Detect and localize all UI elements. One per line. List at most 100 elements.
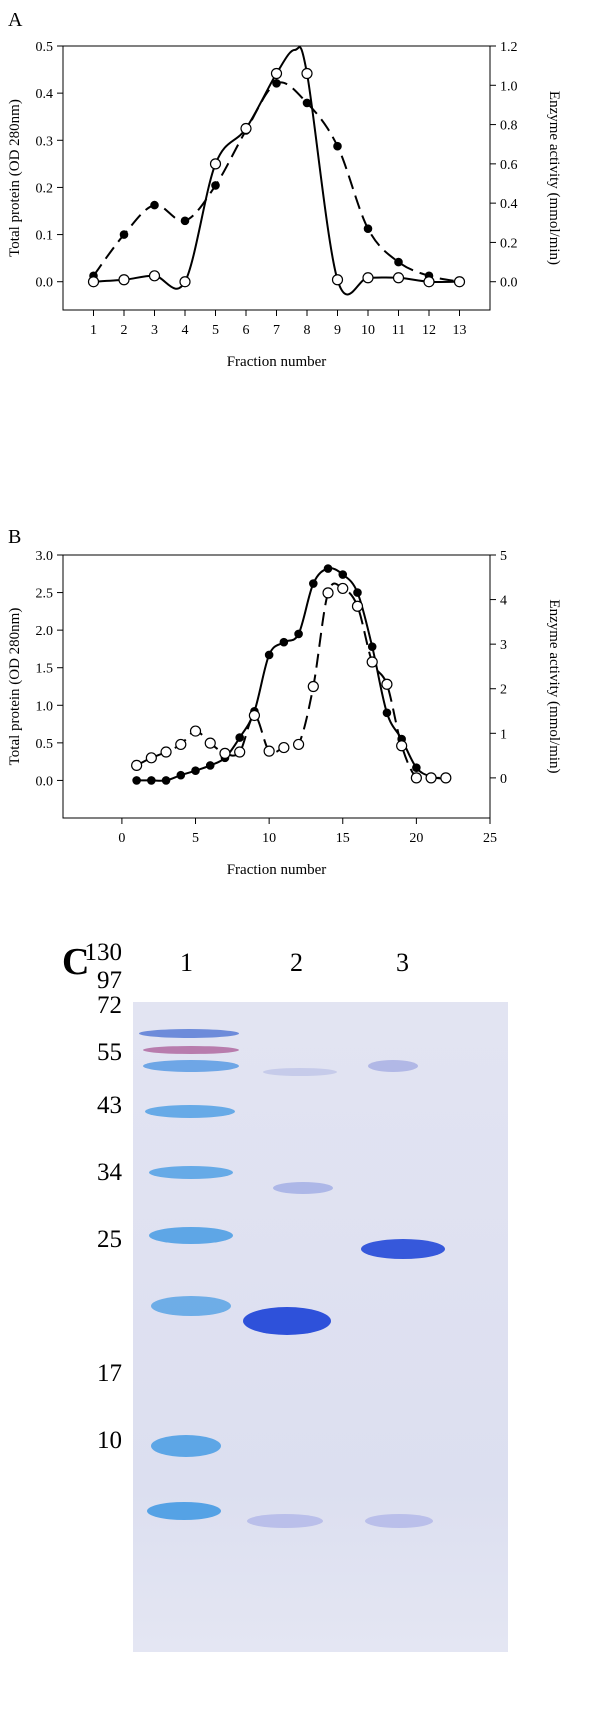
y-tick-label: 2.0 (36, 624, 54, 639)
x-tick-label: 6 (243, 323, 250, 338)
y-right-axis-title: Enzyme activity (mmol/min) (546, 91, 562, 265)
series-2-point (179, 276, 191, 288)
series-2-point (351, 600, 364, 612)
x-tick-label: 9 (334, 323, 341, 338)
series-2-point (366, 656, 378, 668)
series-1-point (279, 637, 289, 647)
mw-label-25: 25 (97, 1226, 122, 1253)
series-1-point (272, 79, 281, 88)
series-1-line (92, 81, 460, 283)
series-2-point (292, 738, 305, 751)
y-axis-title: Total protein (OD 280nm) (7, 99, 23, 257)
x-tick-label: 0 (118, 831, 125, 846)
series-2-point (248, 709, 261, 722)
y-right-tick-label: 4 (500, 594, 507, 609)
x-tick-label: 7 (273, 323, 280, 338)
series-1-point (367, 642, 377, 651)
y-tick-label: 0.3 (36, 134, 54, 149)
gel-image (133, 1002, 508, 1652)
series-1-point (363, 224, 373, 233)
marker-band-97 (143, 1046, 239, 1054)
series-1-point (235, 733, 244, 742)
x-tick-label: 5 (212, 323, 219, 338)
series-1-point (323, 564, 333, 573)
marker-band-34 (149, 1227, 233, 1244)
lane-label-2: 2 (290, 948, 303, 977)
mw-label-130: 130 (84, 939, 123, 966)
lane2-band-72 (263, 1068, 337, 1076)
series-2-point (425, 772, 437, 784)
lane3-band-major (361, 1239, 445, 1259)
y-tick-label: 0.0 (36, 276, 54, 291)
x-tick-label: 1 (90, 323, 97, 338)
x-tick-label: 11 (392, 323, 405, 338)
x-tick-label: 3 (151, 323, 158, 338)
lane-label-3: 3 (396, 948, 409, 977)
lane2-band-major (243, 1307, 331, 1335)
series-2-point (175, 738, 187, 751)
series-2-point (240, 122, 252, 135)
y-tick-label: 0.2 (36, 181, 54, 196)
series-2-point (189, 725, 202, 737)
marker-band-55 (145, 1105, 235, 1118)
y-right-tick-label: 0.2 (500, 236, 518, 251)
series-1-point (302, 98, 312, 108)
series-1-point (132, 776, 141, 785)
lane-label-1: 1 (180, 948, 193, 977)
series-2-point (204, 737, 216, 749)
x-tick-label: 10 (262, 831, 276, 846)
series-2-point (209, 158, 222, 170)
gel-panel-c: C 1 2 3 130 97 72 55 43 34 25 17 10 (0, 940, 600, 1710)
y-right-tick-label: 1.0 (500, 79, 518, 94)
series-2-point (270, 67, 283, 80)
series-2-point (331, 274, 344, 286)
series-1-point (150, 200, 159, 210)
mw-label-34: 34 (97, 1159, 122, 1186)
y-tick-label: 1.0 (36, 699, 54, 714)
series-2-point (410, 772, 422, 784)
series-2-point (219, 747, 231, 759)
x-tick-label: 25 (483, 831, 497, 846)
lane3-band-72 (368, 1060, 418, 1072)
y-right-tick-label: 1 (500, 727, 507, 742)
y-tick-label: 3.0 (36, 549, 54, 564)
series-2-point (278, 741, 290, 754)
y-right-tick-label: 0.8 (500, 119, 518, 134)
x-tick-label: 8 (304, 323, 311, 338)
series-1-point (191, 766, 200, 775)
series-1-point (147, 776, 156, 785)
series-1-point (161, 776, 171, 785)
marker-band-43 (149, 1166, 233, 1179)
series-2-point (396, 740, 408, 752)
series-1-point (180, 216, 190, 226)
x-tick-label: 5 (192, 831, 199, 846)
series-2-point (392, 272, 405, 284)
series-2-point (423, 276, 435, 288)
series-1-point (264, 650, 274, 660)
series-1-point (382, 708, 392, 718)
lane3-band-low (365, 1514, 433, 1528)
mw-label-10: 10 (97, 1427, 122, 1454)
series-2-point (234, 746, 246, 758)
y-right-tick-label: 0 (500, 772, 507, 787)
panel-a-label: A (8, 9, 23, 31)
x-tick-label: 2 (121, 323, 128, 338)
series-2-point (145, 752, 157, 764)
series-1-point (338, 570, 348, 579)
y-right-tick-label: 0.4 (500, 197, 518, 212)
series-1-point (353, 588, 362, 597)
series-2-point (337, 582, 349, 595)
series-2-point (453, 276, 466, 288)
series-1-point (394, 257, 403, 267)
series-2-line (136, 582, 446, 782)
y-tick-label: 1.5 (36, 662, 54, 677)
marker-band-130 (139, 1029, 239, 1038)
marker-band-10 (147, 1502, 221, 1520)
series-1-point (294, 629, 303, 639)
x-tick-label: 20 (409, 831, 423, 846)
x-axis-title: Fraction number (227, 354, 327, 370)
y-tick-label: 0.5 (36, 40, 54, 55)
series-2-point (440, 772, 452, 784)
panel-b-label: B (8, 526, 21, 548)
x-tick-label: 15 (336, 831, 350, 846)
